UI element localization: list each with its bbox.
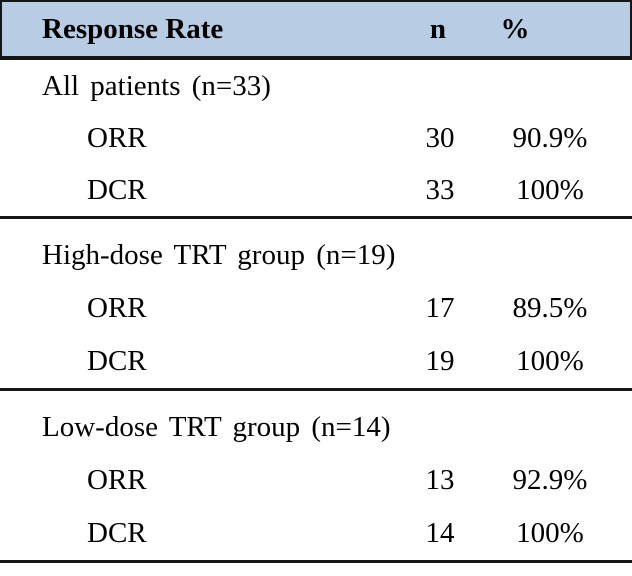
section-high-dose-trt: High-dose TRT group (n=19) ORR 17 89.5% … bbox=[0, 219, 632, 391]
row-label: ORR bbox=[87, 292, 147, 324]
table-row-dcr: DCR 33 100% bbox=[0, 164, 632, 216]
cell-percent: 100% bbox=[516, 345, 584, 377]
table-row-dcr: DCR 19 100% bbox=[0, 335, 632, 388]
table-row-dcr: DCR 14 100% bbox=[0, 507, 632, 560]
cell-percent: 89.5% bbox=[512, 292, 588, 324]
table-row-orr: ORR 17 89.5% bbox=[0, 282, 632, 335]
section-title: High-dose TRT group (n=19) bbox=[42, 239, 396, 271]
row-label: DCR bbox=[87, 517, 147, 549]
cell-n: 33 bbox=[425, 173, 455, 206]
table-row-orr: ORR 13 92.9% bbox=[0, 454, 632, 507]
cell-percent: 92.9% bbox=[512, 464, 588, 496]
section-low-dose-trt: Low-dose TRT group (n=14) ORR 13 92.9% D… bbox=[0, 391, 632, 563]
cell-n: 17 bbox=[425, 292, 455, 324]
section-title: All patients (n=33) bbox=[42, 69, 271, 102]
section-title-row: Low-dose TRT group (n=14) bbox=[0, 401, 632, 454]
section-title: Low-dose TRT group (n=14) bbox=[42, 411, 391, 443]
cell-percent: 100% bbox=[516, 173, 584, 206]
section-title-row: All patients (n=33) bbox=[0, 60, 632, 112]
section-all-patients: All patients (n=33) ORR 30 90.9% DCR 33 … bbox=[0, 60, 632, 219]
column-header-percent: % bbox=[500, 12, 530, 45]
cell-n: 13 bbox=[425, 464, 455, 496]
cell-n: 14 bbox=[425, 517, 455, 549]
cell-percent: 100% bbox=[516, 517, 584, 549]
section-title-row: High-dose TRT group (n=19) bbox=[0, 229, 632, 282]
cell-n: 30 bbox=[425, 121, 455, 154]
column-header-response-rate: Response Rate bbox=[42, 12, 224, 45]
row-label: DCR bbox=[87, 345, 147, 377]
column-header-n: n bbox=[429, 12, 447, 45]
row-label: ORR bbox=[87, 121, 147, 154]
cell-percent: 90.9% bbox=[512, 121, 588, 154]
row-label: DCR bbox=[87, 173, 147, 206]
row-label: ORR bbox=[87, 464, 147, 496]
cell-n: 19 bbox=[425, 345, 455, 377]
table-header-row: Response Rate n % bbox=[0, 0, 632, 60]
table-row-orr: ORR 30 90.9% bbox=[0, 112, 632, 164]
